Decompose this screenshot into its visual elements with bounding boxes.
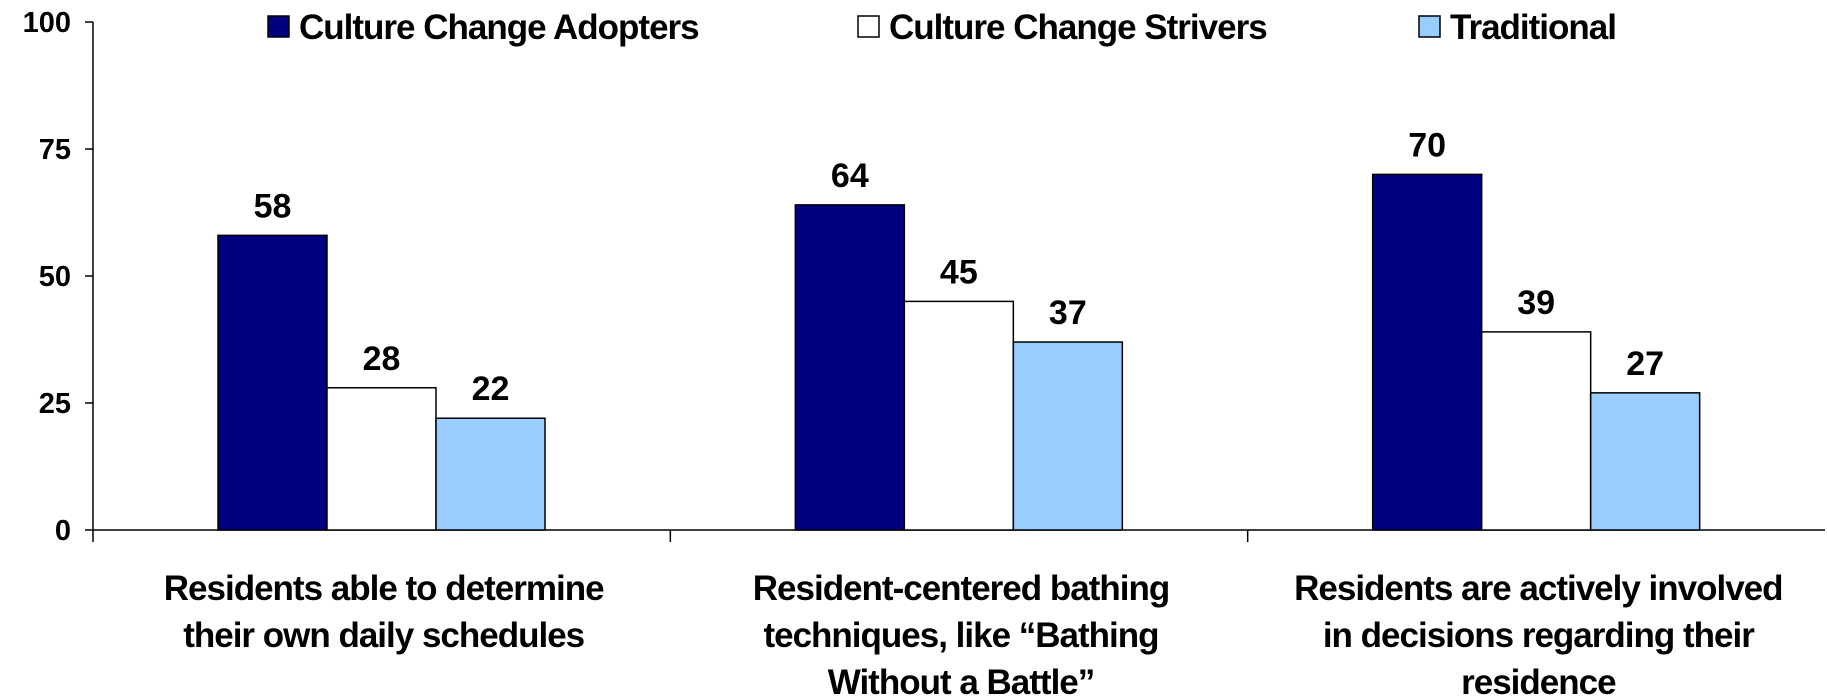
- data-label: 39: [1517, 284, 1555, 322]
- category-label: Resident-centered bathing techniques, lik…: [753, 569, 1169, 696]
- category-label-line: residence: [1461, 663, 1616, 696]
- legend-swatch: [1418, 15, 1441, 38]
- data-label: 28: [363, 340, 401, 378]
- y-tick-label: 100: [23, 7, 71, 39]
- data-label: 22: [472, 370, 510, 408]
- category-label-line: Residents are actively involved: [1294, 569, 1782, 608]
- data-label: 70: [1408, 126, 1446, 164]
- category-label: Residents are actively involved in decisi…: [1294, 569, 1782, 696]
- category-label-line: their own daily schedules: [183, 616, 584, 655]
- category-label-line: Residents able to determine: [164, 569, 604, 608]
- legend-label: Traditional: [1450, 8, 1616, 47]
- category-label-line: techniques, like “Bathing: [763, 616, 1158, 655]
- bar: [1480, 331, 1592, 531]
- bar: [1012, 341, 1124, 531]
- category-label-line: Resident-centered bathing: [753, 569, 1169, 608]
- bar: [326, 387, 437, 531]
- category-label-line: in decisions regarding their: [1323, 616, 1755, 655]
- y-tick-label: 75: [39, 134, 71, 166]
- data-label: 37: [1049, 294, 1087, 332]
- legend-label: Culture Change Adopters: [299, 8, 699, 47]
- data-label: 27: [1626, 345, 1664, 383]
- category-label: Residents able to determine their own dai…: [164, 569, 604, 655]
- y-tick-label: 25: [39, 388, 71, 420]
- bar: [435, 417, 546, 531]
- bar: [1371, 173, 1483, 531]
- legend-label: Culture Change Strivers: [889, 8, 1267, 47]
- y-tick-label: 0: [55, 515, 71, 547]
- y-tick-label: 50: [39, 261, 71, 293]
- data-label: 45: [940, 253, 978, 291]
- legend-swatch: [857, 15, 880, 38]
- category-label-line: Without a Battle”: [828, 663, 1095, 696]
- bar: [794, 204, 906, 531]
- data-label: 64: [831, 157, 869, 195]
- data-label: 58: [254, 187, 292, 225]
- bar: [903, 300, 1015, 531]
- legend-swatch: [267, 15, 290, 38]
- bar: [1589, 392, 1701, 531]
- bar: [217, 234, 328, 531]
